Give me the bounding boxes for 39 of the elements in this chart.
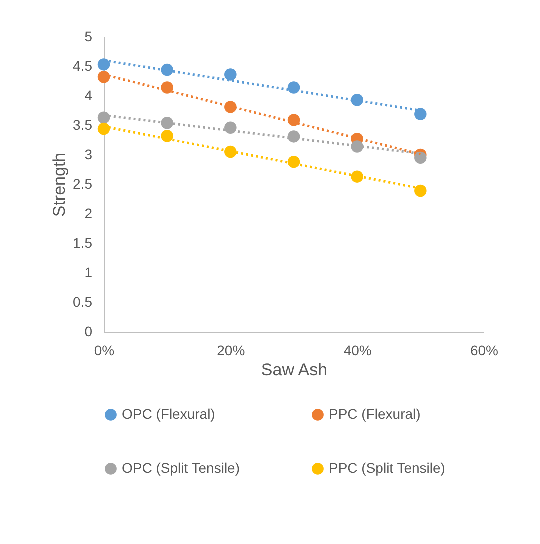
legend-label: PPC (Split Tensile): [329, 460, 446, 476]
point: [288, 156, 300, 168]
point: [351, 170, 364, 183]
y-tick-label: 3: [84, 146, 93, 162]
point: [161, 82, 174, 94]
y-axis-title: Strength: [50, 152, 70, 218]
point: [98, 112, 110, 124]
point: [224, 68, 237, 81]
x-tick-label: 0%: [94, 342, 115, 358]
point: [224, 122, 237, 134]
legend-label: PPC (Flexural): [329, 406, 421, 422]
y-tick-label: 4.5: [73, 58, 93, 74]
y-tick-label: 2.5: [73, 176, 93, 192]
y-tick-label: 1.5: [73, 235, 93, 251]
point: [414, 152, 427, 164]
point: [224, 146, 237, 158]
point: [161, 130, 174, 142]
point: [288, 82, 300, 94]
point: [161, 117, 174, 130]
x-tick-label: 20%: [217, 342, 246, 358]
point: [161, 64, 174, 76]
y-tick-label: 3.5: [73, 117, 93, 133]
y-tick-label: 0.5: [73, 294, 93, 310]
point: [98, 122, 110, 136]
y-tick-label: 2: [84, 206, 93, 222]
point: [414, 184, 427, 198]
point: [351, 140, 364, 153]
y-tick-label: 1: [84, 264, 93, 280]
point: [98, 71, 110, 84]
legend-label: OPC (Split Tensile): [122, 460, 240, 476]
y-tick-label: 5: [84, 28, 93, 44]
y-tick-label: 4: [84, 88, 93, 104]
point: [414, 108, 427, 120]
x-tick-label: 60%: [470, 342, 499, 358]
point: [98, 58, 110, 71]
x-axis-title: Saw Ash: [261, 360, 328, 380]
legend-label: OPC (Flexural): [122, 406, 216, 422]
y-tick-label: 0: [84, 324, 93, 340]
x-tick-label: 40%: [344, 342, 372, 358]
